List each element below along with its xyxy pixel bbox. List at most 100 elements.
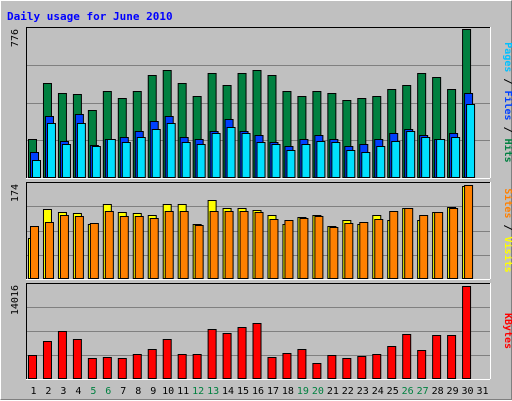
- bar-pages-day-27: [421, 137, 431, 178]
- bar-sites-day-30: [464, 185, 474, 279]
- bar-sites-day-10: [164, 211, 174, 279]
- bar-sites-day-16: [254, 212, 264, 279]
- bar-kbytes-day-28: [432, 335, 442, 379]
- bar-sites-day-28: [434, 212, 444, 279]
- bar-pages-day-23: [361, 152, 371, 178]
- bar-kbytes-day-25: [387, 346, 397, 379]
- x-tick-label-day-28: 28: [432, 386, 444, 397]
- bar-kbytes-day-8: [132, 354, 142, 379]
- x-tick-label-day-20: 20: [312, 386, 324, 397]
- bar-sites-day-26: [404, 208, 414, 279]
- x-tick-label-day-7: 7: [120, 386, 126, 397]
- bar-kbytes-day-24: [372, 354, 382, 379]
- bar-pages-day-2: [46, 123, 56, 178]
- x-tick-label-day-16: 16: [252, 386, 264, 397]
- bar-pages-day-15: [241, 133, 251, 178]
- bar-pages-day-26: [406, 131, 416, 178]
- bar-pages-day-18: [286, 150, 296, 178]
- bar-sites-day-18: [284, 220, 294, 279]
- bar-sites-day-2: [44, 222, 54, 279]
- series-legend-top: Pages / Files / Hits: [502, 42, 512, 162]
- bar-kbytes-day-15: [237, 327, 247, 379]
- bar-pages-day-12: [196, 144, 206, 178]
- x-tick-label-day-24: 24: [372, 386, 384, 397]
- bar-kbytes-day-22: [342, 358, 352, 379]
- x-tick-label-day-19: 19: [297, 386, 309, 397]
- x-tick-label-day-2: 2: [45, 386, 51, 397]
- x-tick-label-day-10: 10: [162, 386, 174, 397]
- bar-sites-day-14: [224, 211, 234, 279]
- bar-sites-day-3: [59, 215, 69, 279]
- bar-sites-day-4: [74, 216, 84, 279]
- ymax-label-middle: 174: [10, 184, 21, 202]
- x-tick-label-day-22: 22: [342, 386, 354, 397]
- bar-kbytes-day-20: [312, 363, 322, 379]
- x-tick-label-day-3: 3: [60, 386, 66, 397]
- bar-kbytes-day-4: [72, 339, 82, 379]
- bar-pages-day-13: [211, 133, 221, 178]
- bar-kbytes-day-7: [117, 358, 127, 379]
- bar-pages-day-22: [346, 150, 356, 178]
- bar-sites-day-29: [449, 208, 459, 279]
- bar-sites-day-6: [104, 211, 114, 279]
- x-tick-label-day-29: 29: [447, 386, 459, 397]
- legend-entry-top-3: /: [502, 121, 512, 139]
- series-legend-bottom: KBytes: [502, 313, 512, 349]
- x-tick-label-day-30: 30: [462, 386, 474, 397]
- bar-pages-day-16: [256, 142, 266, 178]
- bar-kbytes-day-1: [28, 355, 37, 379]
- x-tick-label-day-4: 4: [75, 386, 81, 397]
- bar-pages-day-3: [61, 144, 71, 178]
- bar-sites-day-12: [194, 225, 204, 279]
- bar-sites-day-27: [419, 215, 429, 279]
- bar-pages-day-11: [181, 142, 191, 178]
- bar-kbytes-day-27: [417, 350, 427, 379]
- bar-sites-day-22: [344, 223, 354, 279]
- bar-pages-day-30: [466, 104, 476, 178]
- bar-pages-day-21: [331, 142, 341, 178]
- x-tick-label-day-18: 18: [282, 386, 294, 397]
- x-tick-label-day-31: 31: [476, 386, 488, 397]
- bar-pages-day-8: [136, 137, 146, 178]
- bar-pages-day-24: [376, 146, 386, 178]
- bar-kbytes-day-26: [402, 334, 412, 379]
- bar-kbytes-day-6: [102, 357, 112, 379]
- x-tick-label-day-1: 1: [30, 386, 36, 397]
- bar-kbytes-day-12: [192, 354, 202, 379]
- x-tick-label-day-27: 27: [417, 386, 429, 397]
- x-tick-label-day-6: 6: [105, 386, 111, 397]
- bar-kbytes-day-11: [177, 354, 187, 379]
- bar-pages-day-7: [121, 142, 131, 178]
- bar-pages-day-25: [391, 141, 401, 178]
- series-legend-middle: Sites / Visits: [502, 188, 512, 272]
- bar-sites-day-8: [134, 216, 144, 279]
- legend-entry-middle-1: /: [502, 218, 512, 236]
- x-tick-label-day-5: 5: [90, 386, 96, 397]
- ymax-label-bottom: 14016: [10, 285, 21, 315]
- bar-pages-day-20: [316, 141, 326, 178]
- legend-entry-middle-2: Visits: [502, 237, 512, 273]
- x-tick-label-day-25: 25: [387, 386, 399, 397]
- bar-kbytes-day-18: [282, 353, 292, 379]
- bar-pages-day-10: [166, 123, 176, 178]
- bar-sites-day-24: [374, 219, 384, 279]
- bar-pages-day-28: [436, 139, 446, 178]
- legend-entry-top-0: Pages: [502, 42, 512, 72]
- x-tick-label-day-21: 21: [327, 386, 339, 397]
- bar-sites-day-5: [89, 223, 99, 279]
- x-tick-label-day-15: 15: [237, 386, 249, 397]
- bar-kbytes-day-30: [462, 286, 472, 379]
- bar-sites-day-7: [119, 216, 129, 279]
- bar-sites-day-9: [149, 218, 159, 279]
- legend-entry-middle-0: Sites: [502, 188, 512, 218]
- bar-pages-day-29: [451, 137, 461, 178]
- bar-pages-day-6: [106, 139, 116, 178]
- bar-sites-day-25: [389, 211, 399, 279]
- bar-sites-day-21: [329, 227, 339, 279]
- legend-entry-top-2: Files: [502, 90, 512, 120]
- bar-kbytes-day-19: [297, 349, 307, 379]
- chart-title: Daily usage for June 2010: [7, 10, 173, 23]
- bar-kbytes-day-3: [57, 331, 67, 379]
- bar-sites-day-15: [239, 211, 249, 279]
